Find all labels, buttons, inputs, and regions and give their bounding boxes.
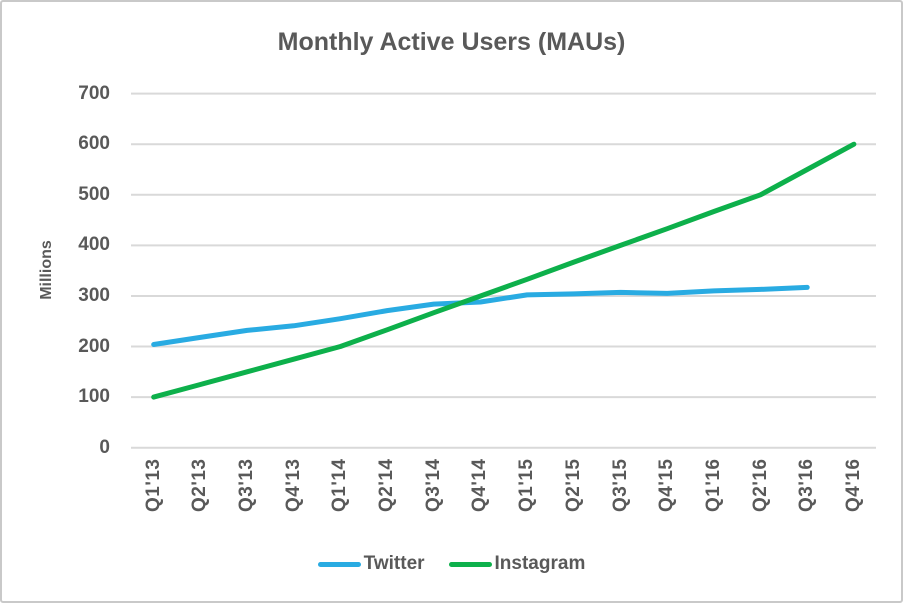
y-axis-title: Millions xyxy=(38,240,55,300)
x-tick-label: Q2'14 xyxy=(376,459,398,513)
y-tick-label: 600 xyxy=(78,133,110,155)
x-tick-label: Q3'16 xyxy=(796,459,818,513)
twitter-line xyxy=(151,284,810,347)
y-tick-label: 100 xyxy=(78,386,110,408)
y-tick-label: 400 xyxy=(78,234,110,256)
x-tick-label: Q3'15 xyxy=(609,459,631,513)
y-tick-label: 700 xyxy=(78,82,110,104)
x-tick-label: Q2'15 xyxy=(562,459,584,513)
x-tick-label: Q1'13 xyxy=(142,459,164,513)
legend-label: Twitter xyxy=(363,553,425,574)
x-tick-label: Q4'16 xyxy=(842,459,864,513)
x-tick-label: Q3'14 xyxy=(422,459,444,513)
instagram-line xyxy=(151,141,857,400)
legend-item-twitter: Twitter xyxy=(317,553,425,575)
chart-title: Monthly Active Users (MAUs) xyxy=(277,28,626,56)
chart-legend: Twitter Instagram xyxy=(2,553,901,575)
x-tick-label: Q4'14 xyxy=(469,459,491,513)
x-tick-label: Q3'13 xyxy=(236,459,258,513)
x-tick-label: Q1'14 xyxy=(329,459,351,513)
legend-item-instagram: Instagram xyxy=(448,553,586,575)
instagram-legend-swatch-icon xyxy=(448,561,492,567)
x-tick-label: Q4'15 xyxy=(656,459,678,513)
x-tick-label: Q4'13 xyxy=(282,459,304,513)
y-tick-label: 500 xyxy=(78,183,110,205)
y-tick-label: 0 xyxy=(99,436,110,458)
x-tick-label: Q1'15 xyxy=(516,459,538,513)
x-tick-label: Q2'13 xyxy=(189,459,211,513)
twitter-legend-swatch-icon xyxy=(317,561,361,567)
x-tick-label: Q2'16 xyxy=(749,459,771,513)
legend-label: Instagram xyxy=(494,553,586,574)
x-tick-label: Q1'16 xyxy=(702,459,724,513)
y-tick-label: 300 xyxy=(78,284,110,306)
y-tick-label: 200 xyxy=(78,335,110,357)
